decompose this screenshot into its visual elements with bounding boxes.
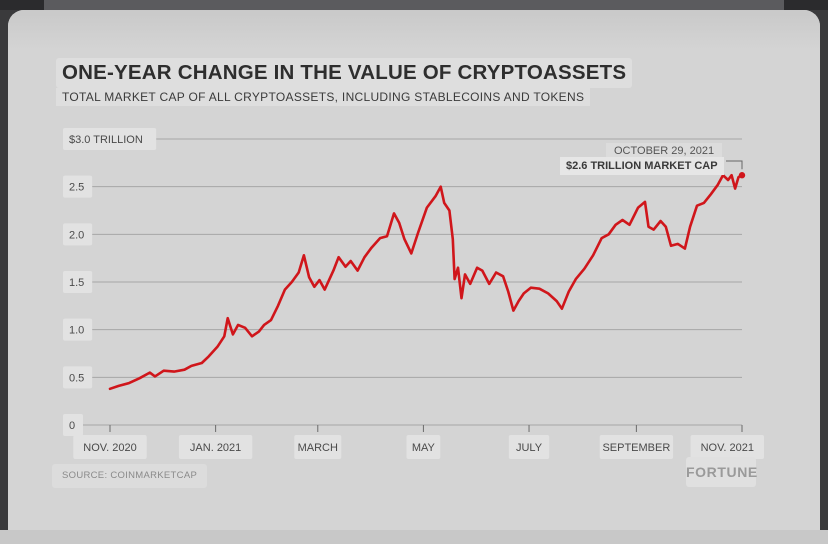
y-tick-label: $3.0 TRILLION [69,134,143,146]
end-point-marker [738,172,746,179]
window-tab-strip [44,0,784,10]
y-tick-label-bg [63,128,157,150]
window-top-bar [0,0,828,10]
x-tick-label-bg [294,435,342,459]
x-tick-label-bg [178,435,253,459]
y-tick-label-bg [63,366,93,389]
y-axis-ticks: 0 0.5 1.0 1.5 2.0 2.5 $3.0 TRILLION [63,128,157,436]
annotation-value: $2.6 TRILLION MARKET CAP [560,157,724,175]
y-tick-label: 2.5 [69,182,84,194]
x-tick-label: MARCH [298,442,338,454]
y-tick-label: 1.0 [69,325,84,337]
card-bottom-edge [0,530,828,544]
y-tick-label: 0 [69,420,75,432]
x-tick-label-bg [406,435,441,459]
x-tick-label: SEPTEMBER [602,442,670,454]
brand-logo: FORTUNE [686,457,757,487]
x-tick-label: NOV. 2020 [83,442,136,454]
source-credit: SOURCE: COINMARKETCAP [52,464,208,488]
annotation-leader-line [726,160,743,170]
y-tick-label-bg [63,223,93,246]
y-tick-label: 1.5 [69,277,84,289]
y-tick-label: 0.5 [69,372,84,384]
x-tick-label-bg [73,435,147,459]
grid-layer [64,138,742,426]
chart-title: ONE-YEAR CHANGE IN THE VALUE OF CRYPTOAS… [56,58,633,88]
y-tick-label-bg [63,414,83,436]
x-tick-label: NOV. 2021 [701,442,754,454]
y-tick-label-bg [63,318,93,341]
x-tick-label: MAY [412,442,436,454]
x-tick-label: JULY [516,442,543,454]
series-line-total-market-cap [108,173,744,391]
y-tick-label-bg [63,271,93,293]
x-axis-ticks: NOV. 2020 JAN. 2021 MARCH MAY JULY SEPTEMBER N… [73,425,764,459]
x-tick-label-bg [690,435,764,459]
y-tick-label: 2.0 [69,229,84,241]
x-tick-label-bg [599,435,674,459]
y-tick-label-bg [63,175,93,198]
x-tick-label-bg [508,435,550,459]
chart-subtitle: TOTAL MARKET CAP OF ALL CRYPTOASSETS, IN… [56,88,591,106]
annotation-date: OCTOBER 29, 2021 [606,143,723,159]
x-tick-label: JAN. 2021 [190,442,241,454]
